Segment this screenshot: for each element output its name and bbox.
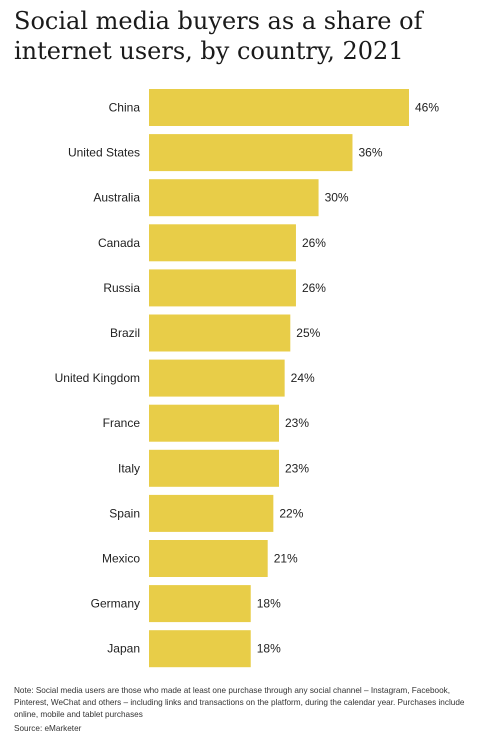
value-label-china: 46%	[415, 101, 439, 115]
value-label-mexico: 21%	[274, 552, 298, 566]
bar-canada	[149, 224, 296, 262]
value-label-germany: 18%	[257, 597, 281, 611]
value-label-russia: 26%	[302, 281, 326, 295]
bar-spain	[149, 494, 274, 532]
title-line-1: Social media buyers as a share of	[14, 7, 423, 35]
category-label-spain: Spain	[109, 506, 140, 520]
bar-germany	[149, 585, 251, 623]
value-label-france: 23%	[285, 416, 309, 430]
bar-china	[149, 89, 409, 126]
value-label-canada: 26%	[302, 236, 326, 250]
bar-italy	[149, 449, 279, 487]
value-label-japan: 18%	[257, 642, 281, 656]
category-label-australia: Australia	[93, 191, 140, 205]
value-label-united-states: 36%	[358, 146, 382, 160]
category-label-brazil: Brazil	[110, 326, 140, 340]
chart-note: Note: Social media users are those who m…	[14, 686, 465, 719]
category-label-germany: Germany	[91, 597, 140, 611]
bar-russia	[149, 269, 296, 307]
value-label-united-kingdom: 24%	[291, 371, 315, 385]
bar-japan	[149, 630, 251, 668]
bar-chart: China 46% United States 36% Australia 30% Cana…	[55, 89, 439, 668]
category-label-united-kingdom: United Kingdom	[55, 371, 140, 385]
category-label-china: China	[109, 101, 141, 115]
value-label-italy: 23%	[285, 461, 309, 475]
category-label-canada: Canada	[98, 236, 140, 250]
value-label-spain: 22%	[279, 506, 303, 520]
value-label-brazil: 25%	[296, 326, 320, 340]
category-label-japan: Japan	[107, 642, 140, 656]
bar-united-states	[149, 134, 353, 172]
category-label-united-states: United States	[68, 146, 140, 160]
category-label-italy: Italy	[118, 461, 140, 475]
bar-brazil	[149, 314, 291, 352]
chart-title: Social media buyers as a share of intern…	[14, 6, 484, 66]
bar-france	[149, 404, 279, 442]
category-label-mexico: Mexico	[102, 552, 140, 566]
chart-source: Source: eMarketer	[14, 724, 82, 733]
bar-united-kingdom	[149, 359, 285, 397]
bar-mexico	[149, 540, 268, 577]
bar-australia	[149, 179, 319, 217]
value-label-australia: 30%	[325, 191, 349, 205]
category-label-russia: Russia	[103, 281, 140, 295]
title-line-2: internet users, by country, 2021	[14, 37, 404, 65]
category-label-france: France	[103, 416, 141, 430]
